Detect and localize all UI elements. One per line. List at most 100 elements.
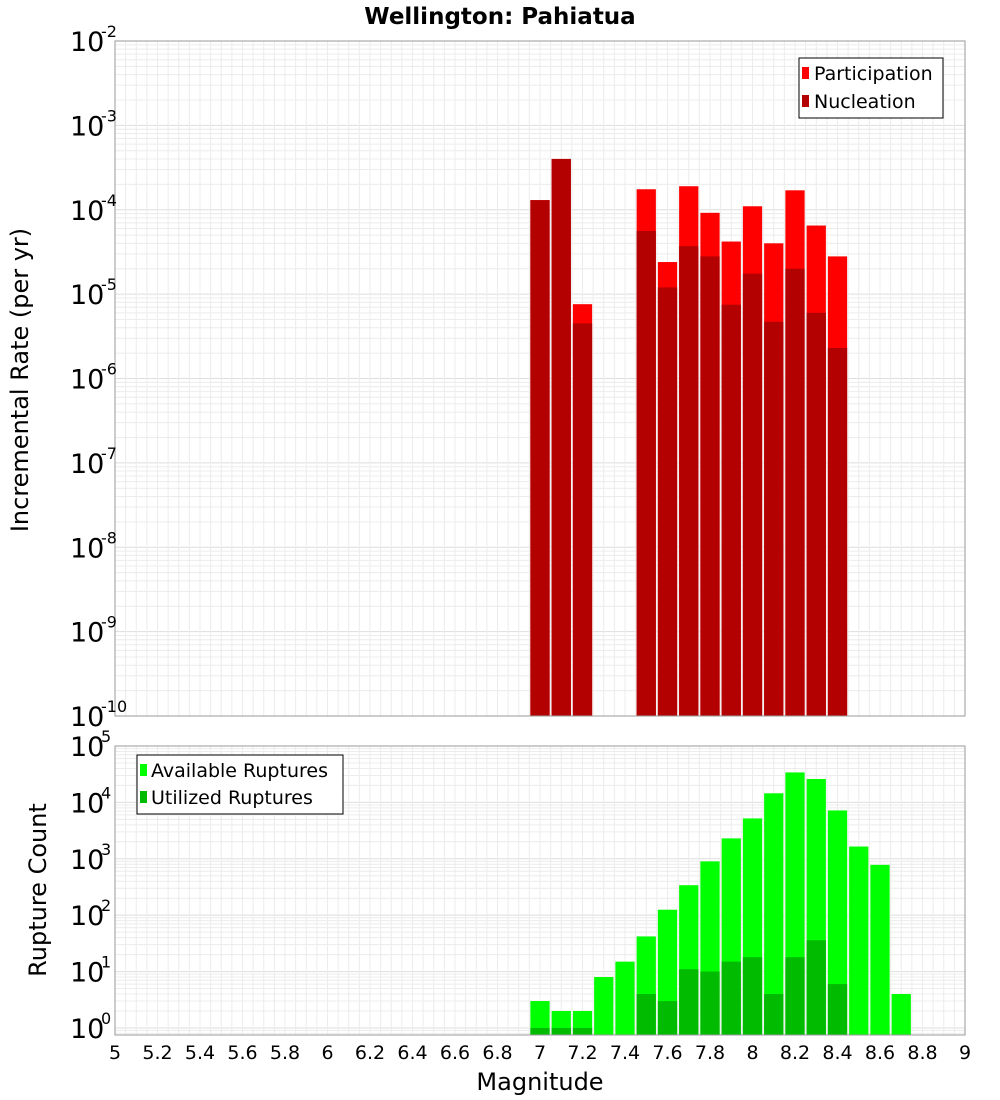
x-tick-label: 8.8 [907, 1042, 937, 1064]
x-axis-label: Magnitude [476, 1068, 603, 1096]
x-tick-label: 7 [534, 1042, 546, 1064]
rate-plot-frame [114, 40, 966, 717]
legend-label-available: Available Ruptures [151, 760, 328, 782]
rupture-y-axis-label: Rupture Count [24, 803, 52, 977]
rate-bar-nucleation [700, 256, 720, 716]
rate-bar-nucleation [679, 246, 699, 716]
x-tick-label: 9 [959, 1042, 971, 1064]
x-tick-label: 6.8 [482, 1042, 512, 1064]
x-tick-label: 5.8 [270, 1042, 300, 1064]
legend-swatch-available [140, 764, 147, 776]
rupture-bar-available [827, 810, 848, 1035]
rate-y-tick-exponent: -4 [101, 191, 117, 210]
rate-y-tick-label: 10 [70, 196, 104, 227]
rate-bar-nucleation [530, 200, 550, 716]
rupture-bar-utilized [551, 1027, 571, 1035]
rate-bar-nucleation [636, 230, 656, 716]
rupture-y-tick-exponent: 0 [101, 1009, 111, 1028]
rupture-bar-available [870, 864, 890, 1035]
rate-y-tick-label: 10 [70, 702, 104, 733]
rupture-bar-utilized [657, 1001, 678, 1035]
rupture-y-tick-label: 10 [70, 901, 104, 932]
rupture-y-tick-exponent: 2 [101, 896, 111, 915]
rate-y-tick-exponent: -8 [101, 528, 117, 547]
rate-bar-nucleation [721, 304, 741, 716]
rate-y-tick-label: 10 [70, 449, 104, 480]
rate-y-tick-exponent: -5 [101, 275, 117, 294]
rupture-y-tick-label: 10 [70, 788, 104, 819]
x-tick-label: 6 [321, 1042, 333, 1064]
rate-y-tick-exponent: -6 [101, 360, 117, 379]
rate-y-tick-exponent: -3 [101, 106, 117, 125]
x-tick-label: 7.8 [695, 1042, 725, 1064]
rupture-y-tick-exponent: 3 [101, 840, 111, 859]
x-tick-label: 7.6 [652, 1042, 682, 1064]
x-tick-label: 6.2 [355, 1042, 385, 1064]
rate-bar-nucleation [785, 268, 805, 716]
rate-y-tick-label: 10 [70, 533, 104, 564]
legend-label-nucleation: Nucleation [814, 91, 916, 113]
rupture-y-tick-exponent: 1 [101, 953, 111, 972]
rupture-bar-utilized [742, 957, 763, 1035]
magnitude-x-tick-labels: 5 5.2 5.4 5.6 5.8 6 6.2 6.4 6.6 6.8 7 7.2 7.4 7.6 7.8 8… [109, 1042, 971, 1064]
chart-title: Wellington: Pahiatua [364, 4, 635, 30]
rate-bar-nucleation [572, 323, 593, 716]
rupture-legend: Available Ruptures Utilized Ruptures [136, 754, 344, 815]
x-tick-label: 5.2 [142, 1042, 172, 1064]
x-tick-label: 6.6 [440, 1042, 470, 1064]
rupture-y-tick-label: 10 [70, 845, 104, 876]
rate-y-tick-exponent: -10 [101, 697, 127, 716]
rate-y-tick-exponent: -7 [101, 444, 117, 463]
rupture-y-tick-exponent: 4 [101, 783, 111, 802]
rate-y-tick-exponent: -2 [101, 22, 117, 41]
rupture-y-tick-label: 10 [70, 958, 104, 989]
rupture-bar-available [891, 994, 911, 1035]
rupture-plot-frame [114, 745, 966, 1036]
rupture-bars [530, 772, 911, 1035]
rupture-bar-available [615, 961, 635, 1035]
rate-bars [530, 158, 848, 717]
x-tick-label: 5 [109, 1042, 121, 1064]
legend-label-utilized: Utilized Ruptures [151, 787, 313, 809]
rupture-bar-utilized [721, 961, 741, 1035]
rupture-bar-available [849, 846, 869, 1035]
x-tick-label: 5.6 [227, 1042, 257, 1064]
rupture-legend-box [136, 754, 344, 815]
legend-swatch-participation [802, 67, 809, 79]
rupture-bar-utilized [572, 1027, 593, 1035]
rupture-y-tick-label: 10 [70, 732, 104, 763]
rupture-bar-utilized [785, 957, 805, 1035]
legend-swatch-utilized [140, 791, 147, 803]
rate-legend: Participation Nucleation [798, 57, 944, 119]
x-tick-label: 7.4 [610, 1042, 640, 1064]
x-tick-label: 8 [746, 1042, 758, 1064]
rupture-bar-available [530, 1001, 550, 1035]
rupture-y-tick-exponent: 5 [101, 727, 111, 746]
x-tick-label: 8.4 [822, 1042, 852, 1064]
x-tick-label: 6.4 [397, 1042, 427, 1064]
rupture-bar-utilized [827, 984, 848, 1035]
legend-swatch-nucleation [802, 95, 809, 107]
x-tick-label: 8.2 [780, 1042, 810, 1064]
rupture-bar-utilized [764, 994, 784, 1035]
rate-y-tick-exponent: -9 [101, 613, 117, 632]
legend-label-participation: Participation [814, 63, 933, 85]
x-tick-label: 8.6 [865, 1042, 895, 1064]
rate-y-tick-label: 10 [70, 280, 104, 311]
rupture-bar-available [594, 977, 614, 1035]
rate-bar-nucleation [551, 158, 571, 717]
rupture-bar-utilized [636, 994, 656, 1035]
rate-bar-nucleation [806, 312, 826, 716]
rupture-bar-utilized [806, 940, 826, 1035]
rate-y-tick-label: 10 [70, 111, 104, 142]
rate-legend-box [798, 57, 944, 119]
x-tick-label: 7.2 [567, 1042, 597, 1064]
rate-bar-nucleation [827, 347, 848, 716]
rupture-bar-utilized [679, 969, 699, 1035]
rate-y-tick-label: 10 [70, 365, 104, 396]
